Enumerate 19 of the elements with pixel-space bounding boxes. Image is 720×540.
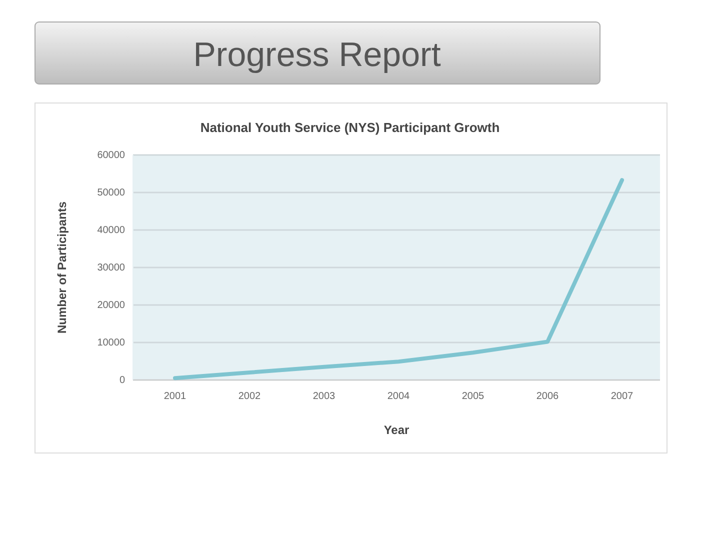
x-tick-label: 2004 bbox=[387, 391, 410, 402]
y-tick-label: 30000 bbox=[97, 262, 126, 274]
line-series bbox=[173, 178, 624, 380]
x-tick-label: 2005 bbox=[462, 391, 485, 402]
chart-title: Progress Report bbox=[193, 36, 442, 74]
x-tick-label: 2001 bbox=[164, 391, 187, 402]
y-axis-title: Number of Participants bbox=[55, 201, 69, 334]
y-tick-label: 60000 bbox=[97, 150, 126, 162]
x-tick-label: 2003 bbox=[312, 391, 336, 402]
x-tick-label: 2007 bbox=[610, 391, 634, 402]
y-tick-label: 20000 bbox=[97, 300, 126, 312]
x-tick-label: 2006 bbox=[536, 391, 560, 402]
x-tick-label: 2002 bbox=[238, 391, 262, 402]
y-tick-label: 10000 bbox=[97, 338, 126, 349]
y-tick-label: 0 bbox=[119, 375, 126, 386]
y-tick-label: 40000 bbox=[97, 225, 126, 236]
y-tick-label: 50000 bbox=[97, 188, 126, 199]
x-axis-title: Year bbox=[384, 423, 410, 437]
chart-subtitle: National Youth Service (NYS) Participant Growth bbox=[200, 120, 500, 135]
